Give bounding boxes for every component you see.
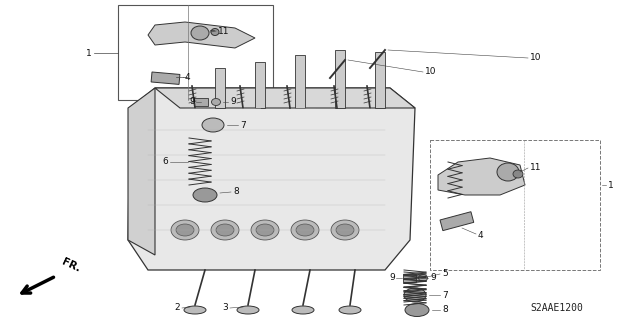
Bar [215, 68, 225, 108]
Polygon shape [128, 88, 415, 270]
Ellipse shape [211, 220, 239, 240]
Ellipse shape [171, 220, 199, 240]
Ellipse shape [211, 99, 221, 106]
Text: 5: 5 [442, 269, 448, 278]
Ellipse shape [419, 275, 428, 281]
Text: 10: 10 [425, 68, 436, 77]
Text: 2: 2 [174, 303, 180, 313]
Ellipse shape [336, 224, 354, 236]
Bar [403, 274, 416, 282]
Text: 3: 3 [222, 303, 228, 313]
Text: 9: 9 [189, 98, 195, 107]
Text: 8: 8 [233, 188, 239, 197]
Bar [295, 55, 305, 108]
Ellipse shape [216, 224, 234, 236]
Bar [151, 72, 180, 85]
Ellipse shape [296, 224, 314, 236]
Ellipse shape [256, 224, 274, 236]
Ellipse shape [405, 303, 429, 316]
Bar [335, 50, 345, 108]
Text: 11: 11 [530, 162, 541, 172]
Text: 1: 1 [608, 181, 614, 189]
Ellipse shape [184, 306, 206, 314]
Text: 11: 11 [218, 26, 230, 35]
Ellipse shape [331, 220, 359, 240]
Text: 9: 9 [230, 98, 236, 107]
Bar [118, 5, 273, 100]
Ellipse shape [193, 188, 217, 202]
Ellipse shape [191, 26, 209, 40]
Text: 4: 4 [478, 231, 484, 240]
Bar [430, 140, 600, 270]
Text: 10: 10 [530, 54, 541, 63]
Ellipse shape [237, 306, 259, 314]
Text: 9: 9 [389, 273, 395, 283]
Ellipse shape [202, 118, 224, 132]
Ellipse shape [211, 28, 219, 35]
Ellipse shape [513, 170, 523, 178]
Text: 7: 7 [442, 291, 448, 300]
Text: 7: 7 [240, 121, 246, 130]
Text: 4: 4 [185, 72, 191, 81]
Polygon shape [438, 158, 525, 195]
Bar [440, 212, 474, 231]
Text: 1: 1 [86, 48, 92, 57]
Polygon shape [155, 88, 415, 108]
Ellipse shape [291, 220, 319, 240]
Ellipse shape [292, 306, 314, 314]
Text: 6: 6 [163, 158, 168, 167]
Text: FR.: FR. [60, 257, 82, 274]
Bar [375, 52, 385, 108]
Polygon shape [148, 22, 255, 48]
Ellipse shape [339, 306, 361, 314]
Bar [194, 98, 208, 106]
Ellipse shape [176, 224, 194, 236]
Text: 9: 9 [430, 273, 436, 283]
Ellipse shape [404, 288, 426, 302]
Text: 8: 8 [442, 306, 448, 315]
Polygon shape [128, 88, 155, 255]
Ellipse shape [497, 163, 519, 181]
Bar [255, 62, 265, 108]
Text: S2AAE1200: S2AAE1200 [530, 303, 583, 313]
Ellipse shape [251, 220, 279, 240]
